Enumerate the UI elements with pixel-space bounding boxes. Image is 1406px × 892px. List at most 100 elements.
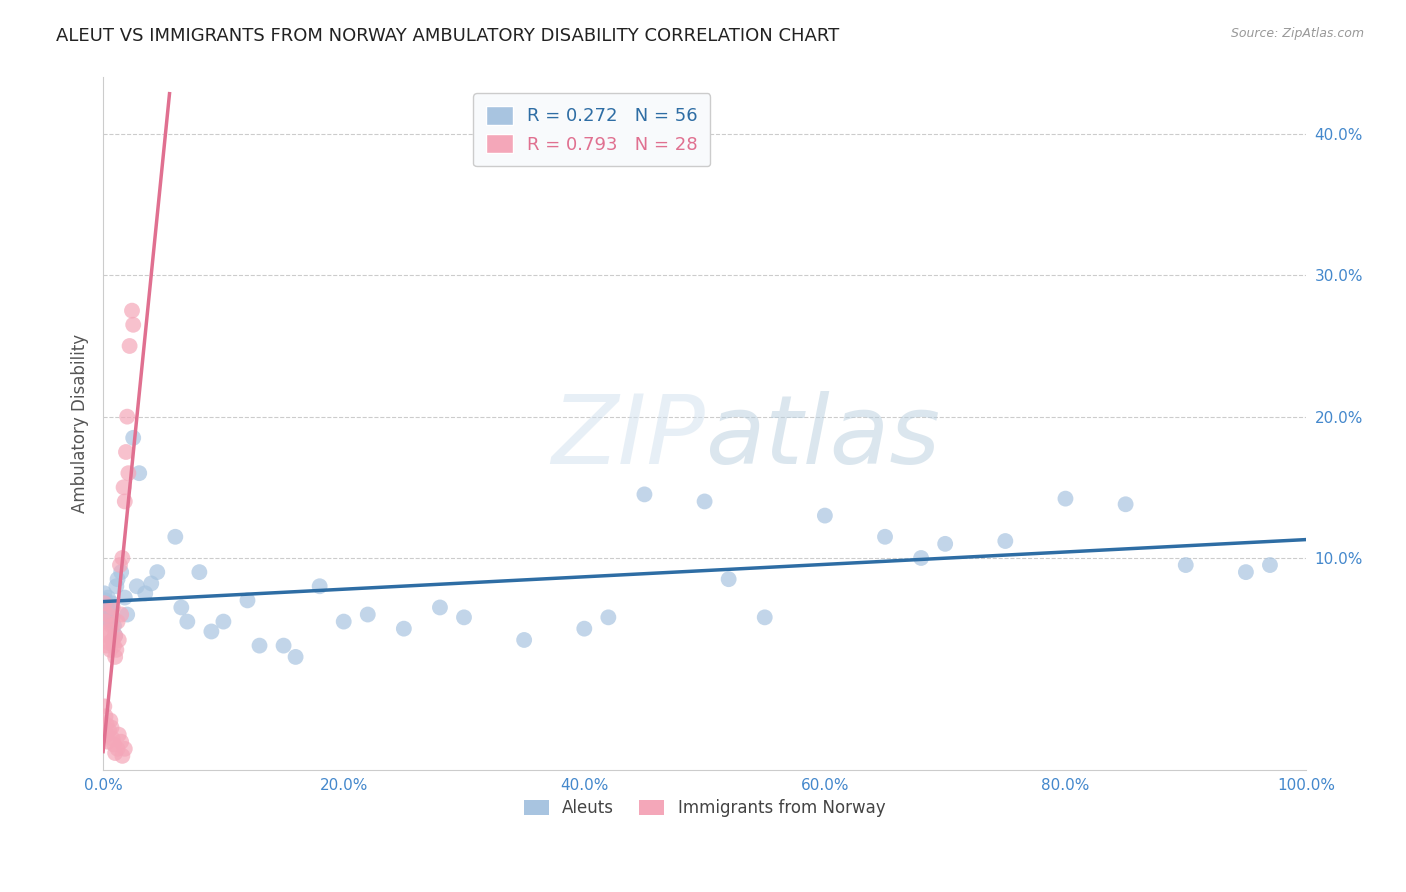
Text: ZIP: ZIP xyxy=(551,391,704,484)
Point xyxy=(429,600,451,615)
Point xyxy=(693,494,716,508)
Point xyxy=(754,610,776,624)
Text: ALEUT VS IMMIGRANTS FROM NORWAY AMBULATORY DISABILITY CORRELATION CHART: ALEUT VS IMMIGRANTS FROM NORWAY AMBULATO… xyxy=(56,27,839,45)
Point xyxy=(96,629,118,643)
Point xyxy=(910,551,932,566)
Point xyxy=(107,741,129,756)
Point xyxy=(110,607,132,622)
Point xyxy=(392,622,415,636)
Point xyxy=(117,466,139,480)
Point xyxy=(284,649,307,664)
Point xyxy=(1258,558,1281,572)
Point xyxy=(814,508,837,523)
Point xyxy=(100,721,122,735)
Point xyxy=(94,593,117,607)
Point xyxy=(96,610,118,624)
Point xyxy=(105,579,128,593)
Point xyxy=(1054,491,1077,506)
Point xyxy=(110,735,132,749)
Point xyxy=(104,649,127,664)
Point xyxy=(101,610,124,624)
Point xyxy=(104,746,127,760)
Point xyxy=(105,643,128,657)
Point xyxy=(1115,497,1137,511)
Point xyxy=(98,643,121,657)
Point xyxy=(93,596,115,610)
Point xyxy=(188,565,211,579)
Point xyxy=(96,728,118,742)
Point xyxy=(122,431,145,445)
Point xyxy=(93,699,115,714)
Point xyxy=(115,409,138,424)
Point xyxy=(107,615,129,629)
Point xyxy=(212,615,235,629)
Point xyxy=(111,551,134,566)
Point xyxy=(100,619,122,633)
Point xyxy=(115,445,138,459)
Point xyxy=(598,610,620,624)
Point xyxy=(108,558,131,572)
Point xyxy=(103,738,125,752)
Point xyxy=(103,619,125,633)
Point xyxy=(115,607,138,622)
Point xyxy=(249,639,271,653)
Point xyxy=(121,303,143,318)
Point xyxy=(107,728,129,742)
Point xyxy=(200,624,222,639)
Point xyxy=(93,586,115,600)
Point xyxy=(101,632,124,647)
Point xyxy=(107,572,129,586)
Point xyxy=(111,748,134,763)
Point xyxy=(513,632,536,647)
Point xyxy=(96,639,118,653)
Point xyxy=(98,624,121,639)
Point xyxy=(114,494,136,508)
Point xyxy=(128,466,150,480)
Point xyxy=(94,615,117,629)
Point xyxy=(100,596,122,610)
Point xyxy=(110,565,132,579)
Point xyxy=(114,741,136,756)
Point xyxy=(98,615,121,629)
Point xyxy=(118,339,141,353)
Point xyxy=(934,537,956,551)
Point xyxy=(994,534,1017,549)
Y-axis label: Ambulatory Disability: Ambulatory Disability xyxy=(72,334,89,513)
Point xyxy=(170,600,193,615)
Point xyxy=(107,632,129,647)
Point xyxy=(236,593,259,607)
Point xyxy=(1234,565,1257,579)
Point xyxy=(98,636,121,650)
Point xyxy=(357,607,380,622)
Point xyxy=(273,639,295,653)
Point xyxy=(112,480,135,494)
Point xyxy=(103,639,125,653)
Point xyxy=(308,579,330,593)
Point xyxy=(165,530,187,544)
Point xyxy=(104,629,127,643)
Point xyxy=(717,572,740,586)
Point xyxy=(1174,558,1197,572)
Point xyxy=(97,607,120,622)
Point xyxy=(97,735,120,749)
Point xyxy=(101,600,124,615)
Legend: Aleuts, Immigrants from Norway: Aleuts, Immigrants from Norway xyxy=(517,793,891,824)
Point xyxy=(98,600,121,615)
Point xyxy=(104,629,127,643)
Point xyxy=(873,530,896,544)
Text: atlas: atlas xyxy=(704,391,939,484)
Point xyxy=(176,615,198,629)
Point xyxy=(98,723,121,738)
Point xyxy=(141,576,163,591)
Point xyxy=(125,579,148,593)
Point xyxy=(96,600,118,615)
Text: Source: ZipAtlas.com: Source: ZipAtlas.com xyxy=(1230,27,1364,40)
Point xyxy=(574,622,596,636)
Point xyxy=(134,586,156,600)
Point xyxy=(101,731,124,746)
Point xyxy=(633,487,655,501)
Point xyxy=(453,610,475,624)
Point xyxy=(94,709,117,723)
Point xyxy=(122,318,145,332)
Point xyxy=(146,565,169,579)
